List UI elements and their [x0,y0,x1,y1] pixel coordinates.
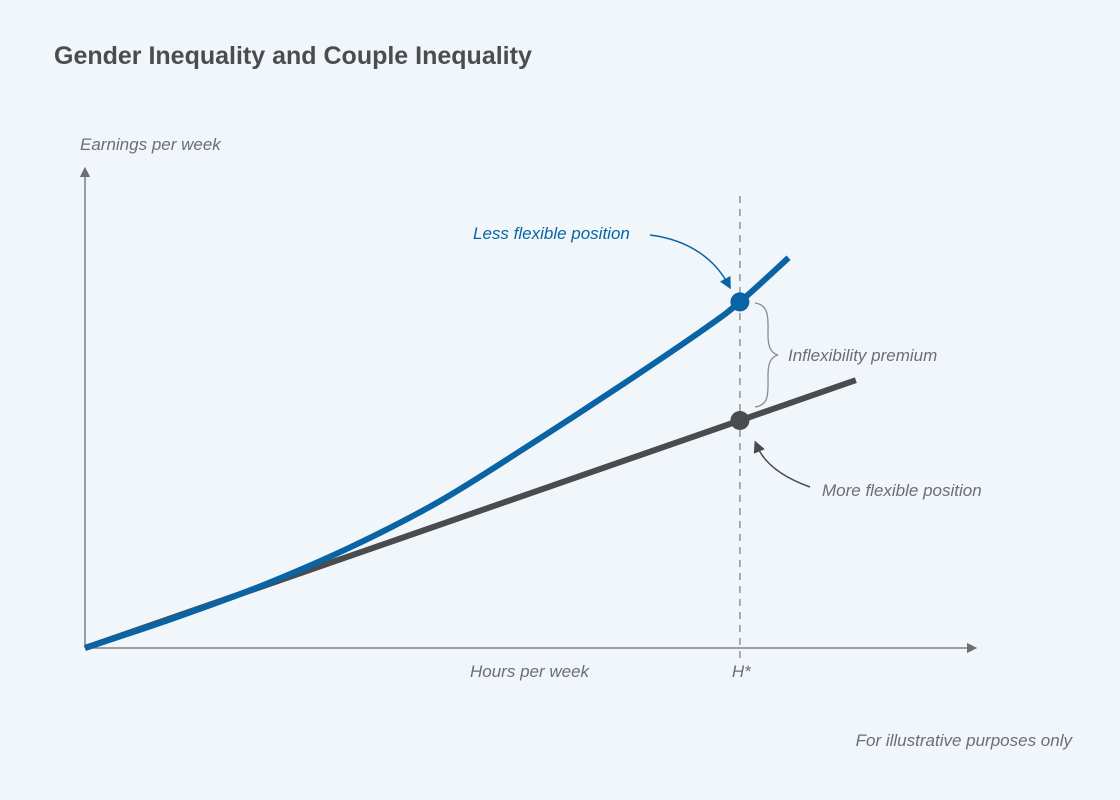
premium-brace [754,302,779,408]
h-star-label: H* [732,662,752,681]
point-more-flexible-position-at-h-star [730,410,750,430]
x-axis-label: Hours per week [470,662,591,681]
series-line-less-flexible-position [84,255,791,651]
y-axis-label: Earnings per week [80,135,222,154]
more-flexible-label: More flexible position [822,481,982,500]
premium-label: Inflexibility premium [788,346,937,365]
point-less-flexible-position-at-h-star [730,292,750,312]
chart-title: Gender Inequality and Couple Inequality [54,42,532,70]
more-flexible-arrow [753,440,811,488]
less-flexible-label: Less flexible position [473,224,630,243]
less-flexible-arrow [649,234,731,290]
footnote: For illustrative purposes only [855,731,1072,750]
